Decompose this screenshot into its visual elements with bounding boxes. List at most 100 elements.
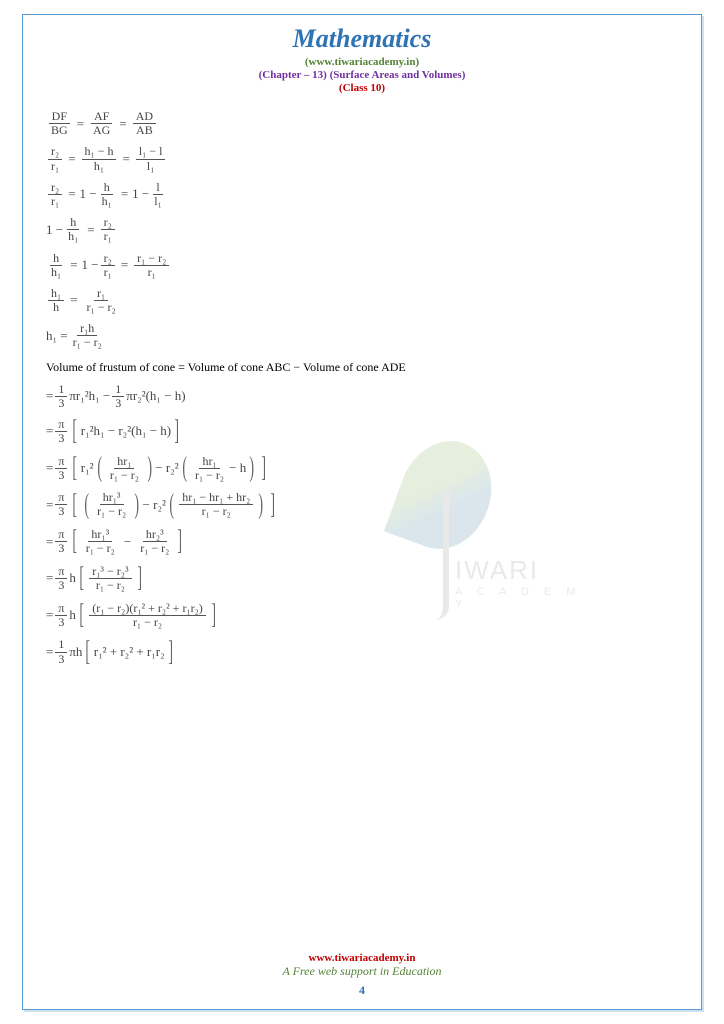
eq-v8: = 13 πh [r₁² + r₂² + r₁r₂] [46, 637, 678, 668]
frac-den: h₁ [48, 266, 64, 279]
frac-den: 3 [55, 616, 67, 629]
frac-num: 1 [112, 383, 124, 397]
eq-v7: = π3 h [ (r₁ − r₂)(r₁² + r₂² + r₁r₂)r₁ −… [46, 600, 678, 631]
frac-den: AB [133, 124, 156, 137]
eq-6: h₁h = r₁r₁ − r₂ [46, 287, 678, 314]
frac-num: hr₁ [114, 455, 134, 469]
frac-num: 1 [55, 383, 67, 397]
frac-den: r₁ − r₂ [84, 301, 119, 314]
eq-v3: = π3 [ r₁² (hr₁r₁ − r₂) − r₂² (hr₁r₁ − r… [46, 453, 678, 484]
frac-den: 3 [55, 505, 67, 518]
frac-den: r₁ [48, 160, 62, 173]
frac-den: r₁ − r₂ [94, 505, 129, 518]
eq-text: r₁² [81, 461, 94, 475]
eq-text: − r₂² [155, 461, 178, 475]
frac-num: l₁ − l [136, 145, 166, 159]
frac-den: r₁ [101, 266, 115, 279]
eq-v2: = π3 [r₁²h₁ − r₂²(h₁ − h)] [46, 416, 678, 447]
frac-num: π [55, 565, 67, 579]
eq-text: 1 − [82, 258, 99, 272]
eq-text: πh [69, 645, 82, 659]
frac-num: hr₂³ [143, 528, 167, 542]
frac-num: l [153, 181, 162, 195]
volume-statement: Volume of frustum of cone = Volume of co… [46, 360, 678, 375]
frac-num: π [55, 528, 67, 542]
page-number: 4 [0, 983, 724, 998]
frac-den: AG [90, 124, 113, 137]
frac-den: r₁ − r₂ [137, 542, 172, 555]
frac-den: r₁ [145, 266, 159, 279]
eq-4: 1 − hh₁ = r₂r₁ [46, 216, 678, 243]
eq-text: − h [229, 461, 246, 475]
eq-v6: = π3 h [ r₁³ − r₂³r₁ − r₂ ] [46, 563, 678, 594]
frac-den: 3 [55, 432, 67, 445]
eq-v5: = π3 [ hr₁³r₁ − r₂ − hr₂³r₁ − r₂ ] [46, 526, 678, 557]
frac-den: 3 [55, 579, 67, 592]
frac-num: r₁ − r₂ [134, 252, 169, 266]
frac-den: l₁ [144, 160, 158, 173]
frac-num: π [55, 602, 67, 616]
content-body: DFBG = AFAG = ADAB r₂r₁ = h₁ − hh₁ = l₁ … [28, 104, 696, 668]
frac-den: 3 [55, 653, 67, 666]
frac-den: BG [48, 124, 71, 137]
eq-v1: = 13 πr₁²h₁ − 13 πr₂²(h₁ − h) [46, 383, 678, 410]
frac-num: r₁³ − r₂³ [89, 565, 131, 579]
eq-text: 1 − [132, 187, 149, 201]
eq-text: h₁ = [46, 329, 68, 343]
header-website: (www.tiwariacademy.in) [28, 56, 696, 68]
eq-2: r₂r₁ = h₁ − hh₁ = l₁ − ll₁ [46, 145, 678, 172]
eq-text: 1 − [80, 187, 97, 201]
frac-num: π [55, 491, 67, 505]
frac-den: r₁ − r₂ [107, 469, 142, 482]
frac-num: hr₁³ [100, 491, 124, 505]
frac-num: DF [49, 110, 70, 124]
frac-num: π [55, 455, 67, 469]
frac-num: h [50, 252, 62, 266]
frac-den: 3 [112, 397, 124, 410]
frac-num: r₁h [77, 322, 97, 336]
eq-text: r₁² + r₂² + r₁r₂ [94, 645, 165, 659]
eq-text: πr₁²h₁ − [69, 389, 110, 403]
frac-num: r₂ [101, 252, 115, 266]
eq-3: r₂r₁ = 1 − hh₁ = 1 − ll₁ [46, 181, 678, 208]
frac-den: r₁ − r₂ [199, 505, 234, 518]
frac-den: h₁ [91, 160, 107, 173]
frac-num: AF [91, 110, 112, 124]
header-chapter: (Chapter – 13) (Surface Areas and Volume… [28, 69, 696, 81]
frac-num: hr₁³ [88, 528, 112, 542]
eq-text: h [69, 571, 76, 585]
page-title: Mathematics [28, 24, 696, 54]
eq-text: − [124, 535, 131, 549]
frac-den: h₁ [65, 230, 81, 243]
frac-num: hr₁ − hr₁ + hr₂ [179, 491, 253, 505]
frac-den: r₁ − r₂ [130, 616, 165, 629]
frac-num: h₁ [48, 287, 64, 301]
footer-tagline: A Free web support in Education [0, 964, 724, 979]
page-header: Mathematics (www.tiwariacademy.in) (Chap… [28, 18, 696, 94]
frac-num: r₁ [94, 287, 108, 301]
frac-num: r₂ [101, 216, 115, 230]
frac-num: r₂ [48, 181, 62, 195]
frac-den: 3 [55, 469, 67, 482]
frac-num: hr₁ [199, 455, 219, 469]
frac-den: h₁ [99, 195, 115, 208]
frac-num: r₂ [48, 145, 62, 159]
eq-v4: = π3 [ (hr₁³r₁ − r₂) − r₂² (hr₁ − hr₁ + … [46, 490, 678, 521]
frac-den: l₁ [151, 195, 165, 208]
frac-den: 3 [55, 542, 67, 555]
eq-text: h [69, 608, 76, 622]
eq-text: r₁²h₁ − r₂²(h₁ − h) [81, 424, 171, 438]
frac-num: (r₁ − r₂)(r₁² + r₂² + r₁r₂) [89, 602, 206, 616]
eq-proportion: DFBG = AFAG = ADAB [46, 110, 678, 137]
eq-text: 1 − [46, 223, 63, 237]
frac-num: 1 [55, 638, 67, 652]
frac-den: r₁ − r₂ [83, 542, 118, 555]
frac-den: r₁ [101, 230, 115, 243]
eq-text: − r₂² [143, 498, 166, 512]
frac-den: r₁ − r₂ [70, 336, 105, 349]
frac-num: π [55, 418, 67, 432]
frac-num: h [67, 216, 79, 230]
eq-5: hh₁ = 1 − r₂r₁ = r₁ − r₂r₁ [46, 252, 678, 279]
frac-den: r₁ − r₂ [192, 469, 227, 482]
frac-den: 3 [55, 397, 67, 410]
